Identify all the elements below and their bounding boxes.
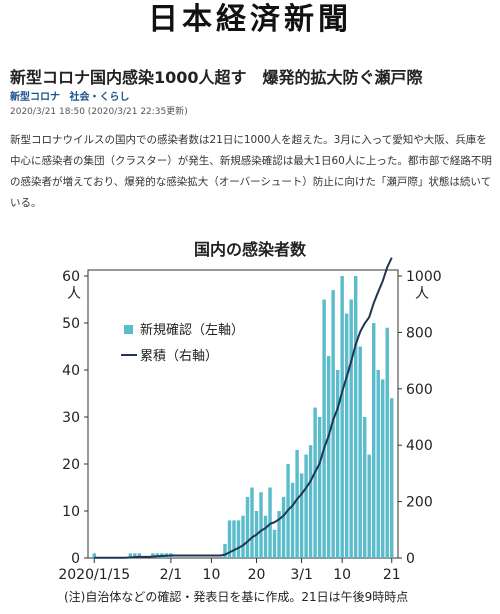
bar-new-cases [362, 417, 367, 558]
bar-new-cases [299, 473, 304, 558]
chart-legend: 新規確認（左軸） 累積（右軸） [121, 322, 244, 364]
y-left-tick-label: 50 [62, 316, 80, 332]
legend-label-cumulative: 累積（右軸） [140, 349, 218, 364]
y-left-unit: 人 [67, 286, 81, 302]
bar-new-cases [92, 553, 96, 558]
bar-new-cases [137, 553, 142, 558]
bar-new-cases [358, 346, 362, 558]
bar-new-cases [133, 553, 137, 558]
chart-footnote: (注)自治体などの確認・発表日を基に作成。21日は午後9時時点 [64, 590, 409, 604]
y-left-tick-label: 0 [71, 551, 80, 567]
line-cumulative [94, 257, 393, 559]
y-right-tick-label: 400 [406, 438, 433, 454]
x-tick-label: 2020/1/15 [58, 567, 130, 583]
bar-new-cases [290, 482, 295, 558]
bar-new-cases [259, 492, 263, 558]
bar-new-cases [349, 299, 353, 558]
bar-new-cases [340, 276, 344, 558]
x-tick-label: 10 [333, 567, 351, 583]
legend-label-new: 新規確認（左軸） [140, 322, 244, 338]
bar-new-cases [381, 379, 385, 558]
bar-new-cases [390, 398, 394, 558]
y-left-tick-label: 20 [62, 457, 80, 473]
bar-new-cases [272, 529, 277, 558]
bar-new-cases [232, 520, 236, 558]
x-tick-label: 21 [383, 567, 401, 583]
x-tick-label: 3/1 [290, 567, 313, 583]
article-body: 新型コロナウイルスの国内での感染者数は21日に1000人を超えた。3月に入って愛… [10, 134, 492, 209]
bar-new-cases [241, 515, 245, 558]
y-left-tick-label: 30 [62, 410, 80, 426]
x-tick-label: 10 [203, 567, 221, 583]
bar-new-cases [313, 407, 317, 558]
bar-new-cases [245, 496, 250, 558]
article-tags: 新型コロナ 社会・くらし [10, 88, 135, 103]
bar-new-cases [304, 454, 308, 558]
y-right-unit: 人 [415, 286, 429, 302]
bar-new-cases [385, 327, 389, 558]
legend-bar-swatch [124, 325, 133, 334]
bar-new-cases [335, 370, 340, 558]
masthead-logo[interactable]: 日本経済新聞 [148, 2, 352, 37]
article-headline: 新型コロナ国内感染1000人超す 爆発的拡大防ぐ瀬戸際 [10, 68, 423, 87]
y-left-tick-label: 60 [62, 269, 80, 285]
y-left-tick-label: 10 [62, 504, 80, 520]
bar-new-cases [268, 487, 272, 558]
chart-title: 国内の感染者数 [193, 240, 306, 259]
bar-new-cases [223, 543, 227, 558]
y-right-tick-label: 600 [406, 382, 433, 398]
y-left-tick-label: 40 [62, 363, 80, 379]
bar-new-cases [128, 553, 133, 558]
bar-new-cases [277, 511, 281, 558]
bar-new-cases [344, 313, 349, 558]
x-tick-label: 20 [248, 567, 266, 583]
y-right-tick-label: 1000 [406, 269, 442, 285]
bar-new-cases [263, 515, 268, 558]
bar-new-cases [308, 445, 313, 558]
bar-new-cases [227, 520, 232, 558]
x-tick-label: 2/1 [160, 567, 183, 583]
bar-new-cases [295, 449, 299, 558]
bar-new-cases [367, 454, 371, 558]
y-right-tick-label: 0 [406, 551, 415, 567]
bar-new-cases [376, 370, 380, 558]
bar-new-cases [281, 496, 286, 558]
bar-new-cases [317, 417, 322, 558]
y-right-tick-label: 800 [406, 325, 433, 341]
bar-new-cases [236, 520, 241, 558]
bar-new-cases [250, 487, 254, 558]
article-timestamp: 2020/3/21 18:50 (2020/3/21 22:35更新) [10, 107, 188, 117]
bar-new-cases [322, 299, 326, 558]
tag-link-corona[interactable]: 新型コロナ [10, 92, 60, 103]
bar-new-cases [353, 276, 358, 558]
tag-link-society[interactable]: 社会・くらし [69, 92, 130, 103]
bar-new-cases [372, 323, 376, 558]
bar-new-cases [331, 290, 335, 558]
bar-new-cases [326, 355, 331, 558]
y-right-tick-label: 200 [406, 495, 433, 511]
